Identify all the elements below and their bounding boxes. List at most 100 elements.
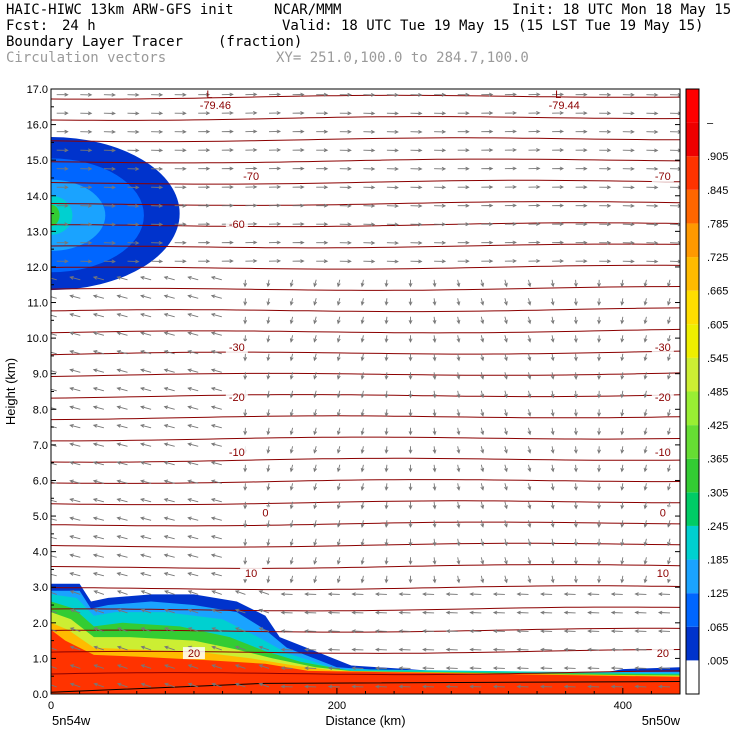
circulation-vector xyxy=(80,240,93,245)
circulation-vector xyxy=(80,203,93,208)
contour-label: -10 xyxy=(655,447,671,459)
circulation-vector xyxy=(69,479,81,484)
circulation-vector xyxy=(398,666,411,670)
circulation-vector xyxy=(51,388,57,392)
circulation-vector xyxy=(245,110,258,115)
circulation-vector xyxy=(527,483,532,491)
circulation-vector xyxy=(313,483,318,491)
vector-name: Circulation vectors xyxy=(6,50,167,66)
circulation-vector xyxy=(163,387,175,392)
circulation-vector xyxy=(93,682,105,688)
circulation-vector xyxy=(457,222,470,227)
circulation-vector xyxy=(363,204,376,208)
y-axis-label: Height (km) xyxy=(3,358,18,425)
circulation-vector xyxy=(258,590,270,595)
circulation-vector xyxy=(574,353,578,362)
circulation-vector xyxy=(243,427,248,436)
circulation-vector xyxy=(408,316,413,325)
circulation-vector xyxy=(540,610,553,615)
circulation-vector xyxy=(266,575,271,584)
circulation-vector xyxy=(422,666,435,670)
circulation-vector xyxy=(574,316,578,325)
circulation-vector xyxy=(92,387,105,392)
circulation-vector xyxy=(527,298,532,306)
circulation-vector xyxy=(268,185,282,189)
circulation-vector xyxy=(56,166,69,171)
circulation-vector xyxy=(552,111,565,115)
circulation-vector xyxy=(597,427,601,436)
circulation-vector xyxy=(92,405,105,410)
circulation-vector xyxy=(163,331,175,336)
circulation-vector xyxy=(528,240,541,245)
colorbar-swatch xyxy=(686,156,699,190)
circulation-vector xyxy=(140,553,152,558)
circulation-vector xyxy=(93,664,105,669)
circulation-vector xyxy=(527,409,532,417)
circulation-vector xyxy=(116,664,128,669)
circulation-vector xyxy=(527,353,532,362)
circulation-vector xyxy=(163,461,175,466)
circulation-vector xyxy=(187,535,199,540)
temperature-contour xyxy=(51,521,680,527)
y-tick-label: 17.0 xyxy=(27,84,48,96)
circulation-vector xyxy=(92,535,105,540)
circulation-vector xyxy=(445,629,458,633)
circulation-vector xyxy=(422,610,435,615)
circulation-vector xyxy=(266,316,271,325)
circulation-vector xyxy=(336,316,341,325)
circulation-vector xyxy=(574,520,578,528)
circulation-vector xyxy=(313,298,318,306)
circulation-vector xyxy=(266,353,271,362)
circulation-vector xyxy=(80,166,93,171)
circulation-vector xyxy=(504,575,508,584)
circulation-vector xyxy=(432,316,437,325)
circulation-vector xyxy=(92,516,105,521)
circulation-vector xyxy=(492,666,505,670)
circulation-vector xyxy=(360,520,365,528)
circulation-vector xyxy=(198,148,211,153)
circulation-vector xyxy=(527,316,532,325)
circulation-vector xyxy=(504,464,508,473)
circulation-vector xyxy=(56,111,69,116)
circulation-vector xyxy=(643,520,648,528)
circulation-vector xyxy=(620,464,625,473)
circulation-vector xyxy=(434,148,447,153)
circulation-vector xyxy=(386,222,399,227)
circulation-vector xyxy=(268,111,282,115)
circulation-vector xyxy=(669,241,680,245)
circulation-vector xyxy=(336,335,341,343)
circulation-vector xyxy=(504,92,517,97)
circulation-vector xyxy=(360,279,365,288)
circulation-vector xyxy=(667,279,671,288)
circulation-vector xyxy=(504,520,508,528)
circulation-vector xyxy=(646,241,659,245)
circulation-vector xyxy=(69,424,81,429)
circulation-vector xyxy=(289,446,294,454)
circulation-vector xyxy=(622,148,635,153)
circulation-vector xyxy=(384,501,389,510)
circulation-vector xyxy=(480,279,485,288)
circulation-vector xyxy=(374,592,387,596)
circulation-vector xyxy=(187,442,199,447)
circulation-vector xyxy=(432,335,437,343)
temperature-contour xyxy=(51,585,680,591)
circulation-vector xyxy=(669,130,680,134)
circulation-vector xyxy=(268,92,282,97)
circulation-vector xyxy=(620,409,625,417)
contour-label-bg xyxy=(651,506,674,519)
circulation-vector xyxy=(398,684,411,689)
circulation-vector xyxy=(139,405,152,410)
circulation-vector xyxy=(620,575,625,584)
circulation-vector xyxy=(339,222,352,227)
circulation-vector xyxy=(163,498,175,503)
circulation-vector xyxy=(643,279,648,288)
circulation-vector xyxy=(597,335,601,343)
circulation-vector xyxy=(574,464,578,473)
circulation-vector xyxy=(597,298,601,306)
circulation-vector xyxy=(667,427,671,436)
circulation-vector xyxy=(563,684,576,689)
circulation-vector xyxy=(151,92,164,97)
circulation-vector xyxy=(69,294,81,299)
circulation-vector xyxy=(164,608,175,614)
circulation-vector xyxy=(597,575,601,584)
